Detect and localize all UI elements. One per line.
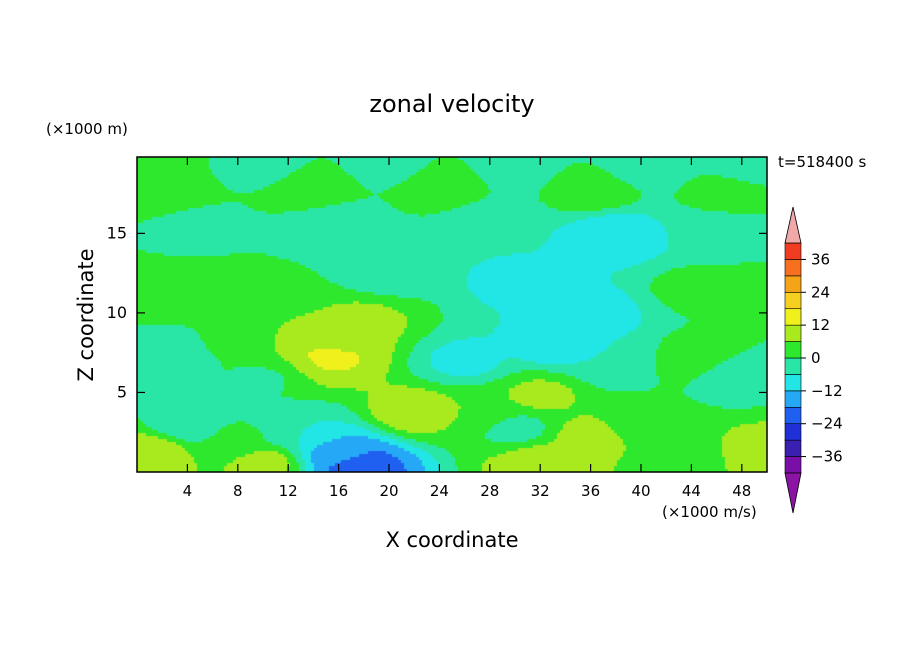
colorbar-over-triangle <box>784 206 802 244</box>
x-tick-label: 24 <box>430 482 449 500</box>
x-tick-label: 40 <box>631 482 650 500</box>
colorbar-segment <box>784 406 802 425</box>
y-axis-ticks: 5 10 15 <box>107 223 767 401</box>
y-tick-label: 10 <box>107 303 127 322</box>
time-label: t=518400 s <box>778 153 866 171</box>
y-tick-label: 5 <box>117 382 127 401</box>
colorbar-under-triangle <box>784 472 802 514</box>
x-axis-unit: (×1000 m/s) <box>662 503 757 521</box>
colorbar-segment <box>784 357 802 375</box>
colorbar: 36 24 12 0 −12 −24 −36 <box>784 206 843 514</box>
colorbar-segment <box>784 341 802 359</box>
x-tick-label: 8 <box>233 482 243 500</box>
contour-field <box>137 157 767 472</box>
colorbar-segment <box>784 390 802 408</box>
y-axis-unit: (×1000 m) <box>46 120 128 138</box>
x-tick-label: 12 <box>279 482 298 500</box>
x-tick-label: 36 <box>581 482 600 500</box>
colorbar-tick-label: −36 <box>811 448 843 466</box>
x-tick-label: 32 <box>531 482 550 500</box>
colorbar-segment <box>784 291 802 310</box>
colorbar-segment <box>784 423 802 441</box>
x-tick-label: 44 <box>682 482 701 500</box>
colorbar-tick-label: 36 <box>811 250 830 268</box>
x-tick-label: 28 <box>480 482 499 500</box>
y-tick-label: 15 <box>107 223 127 242</box>
x-tick-label: 16 <box>329 482 348 500</box>
y-axis-label: Z coordinate <box>74 248 98 381</box>
colorbar-tick-label: 0 <box>811 349 821 367</box>
colorbar-segment <box>784 275 802 293</box>
x-tick-label: 48 <box>732 482 751 500</box>
colorbar-segment <box>784 259 802 277</box>
chart-title: zonal velocity <box>369 90 534 118</box>
colorbar-segment <box>784 439 802 457</box>
colorbar-tick-label: −12 <box>811 382 843 400</box>
colorbar-segment <box>784 308 802 326</box>
colorbar-segment <box>784 242 802 260</box>
colorbar-tick-label: 24 <box>811 283 830 301</box>
colorbar-segment <box>784 374 802 392</box>
colorbar-segment <box>784 324 802 342</box>
x-axis-ticks: 4 8 12 16 20 24 28 32 36 40 44 48 <box>183 157 751 500</box>
x-tick-label: 4 <box>183 482 193 500</box>
colorbar-segment <box>784 456 802 474</box>
plot-frame <box>136 156 768 473</box>
x-tick-label: 20 <box>379 482 398 500</box>
x-axis-label: X coordinate <box>385 528 518 552</box>
colorbar-tick-label: 12 <box>811 316 830 334</box>
colorbar-tick-label: −24 <box>811 415 843 433</box>
